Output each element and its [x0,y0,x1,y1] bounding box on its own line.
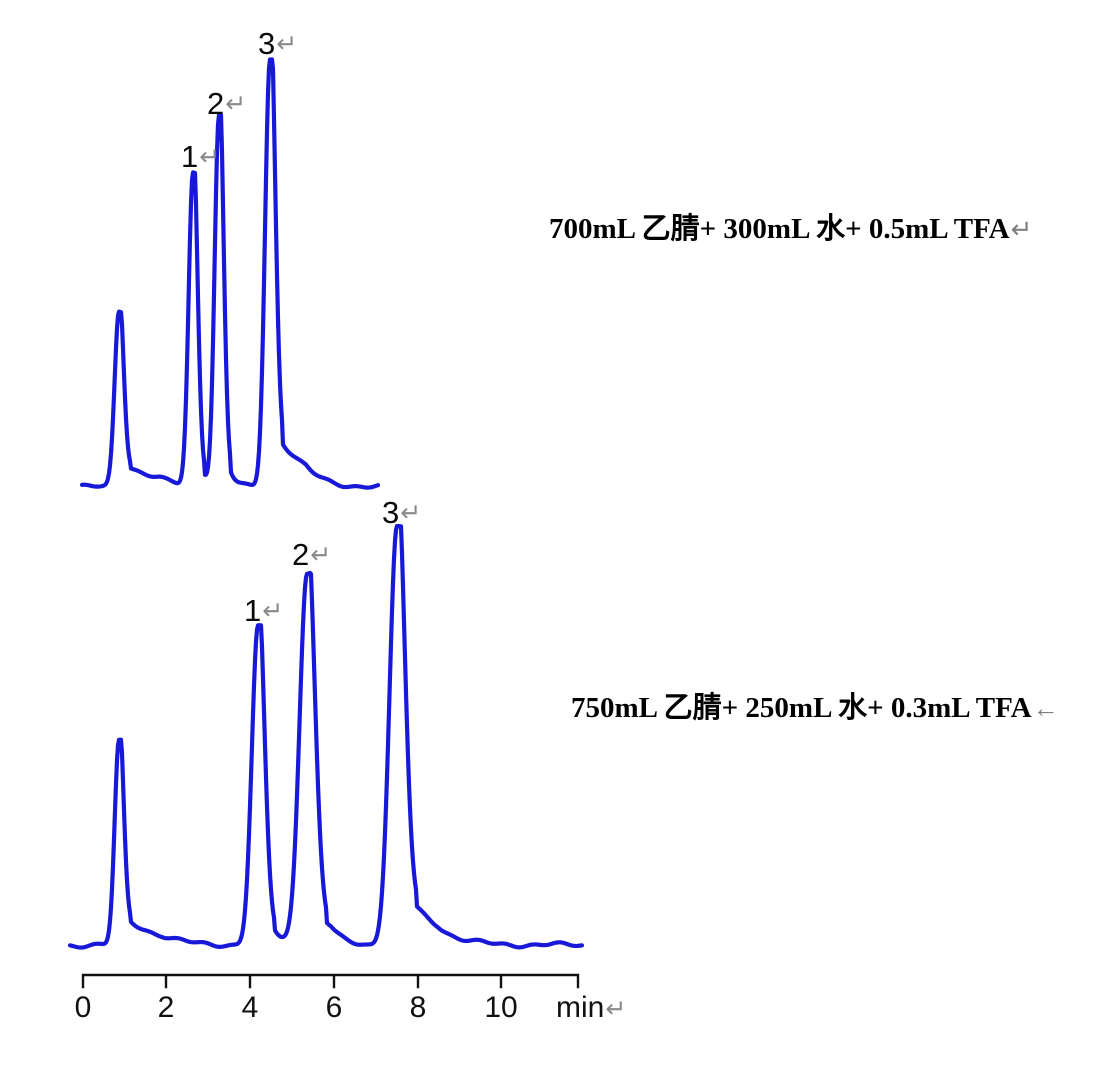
peak-label-bottom-3: 3↵ [382,497,421,528]
pilcrow-icon: ↵ [1010,215,1033,244]
pilcrow-icon: ↵ [276,30,298,58]
axis-tick-label: 8 [409,991,427,1024]
pilcrow-icon: ← [1032,694,1059,723]
peak-label-top-1-text: 1 [181,139,199,174]
chromatogram-trace-top [79,57,381,490]
bottom-trace-group [67,523,585,950]
top-trace-group [79,57,381,490]
axis-tick-label: 2 [157,991,175,1024]
pilcrow-icon: ↵ [225,90,247,118]
axis-unit-text: min [556,991,605,1024]
peak-label-bottom-1: 1↵ [244,595,283,626]
pilcrow-icon: ↵ [262,597,284,625]
pilcrow-icon: ↵ [199,143,221,171]
condition-caption-top-text: 700mL 乙腈+ 300mL 水+ 0.5mL TFA [549,213,1010,245]
peak-label-bottom-1-text: 1 [244,593,262,628]
condition-caption-bottom-text: 750mL 乙腈+ 250mL 水+ 0.3mL TFA [571,692,1032,724]
peak-label-bottom-2-text: 2 [292,537,310,572]
peak-label-top-2-text: 2 [207,86,225,121]
peak-label-top-1: 1↵ [181,141,220,172]
axis-tick-label: 0 [74,991,92,1024]
pilcrow-icon: ↵ [400,499,422,527]
peak-label-top-2: 2↵ [207,88,246,119]
condition-caption-top: 700mL 乙腈+ 300mL 水+ 0.5mL TFA↵ [549,215,1032,244]
peak-label-top-3-text: 3 [258,26,276,61]
axis-baseline [81,973,580,989]
pilcrow-icon: ↵ [605,995,627,1023]
peak-label-bottom-2: 2↵ [292,539,331,570]
condition-caption-bottom: 750mL 乙腈+ 250mL 水+ 0.3mL TFA← [571,694,1059,723]
time-axis-group [81,973,580,989]
axis-tick-label: 4 [241,991,259,1024]
peak-label-top-3: 3↵ [258,28,297,59]
axis-tick-label: 10 [484,991,518,1024]
axis-unit-label: min↵ [556,993,626,1023]
axis-tick-label: 6 [325,991,343,1024]
peak-label-bottom-3-text: 3 [382,495,400,530]
chromatogram-trace-bottom [67,523,585,950]
pilcrow-icon: ↵ [310,541,332,569]
